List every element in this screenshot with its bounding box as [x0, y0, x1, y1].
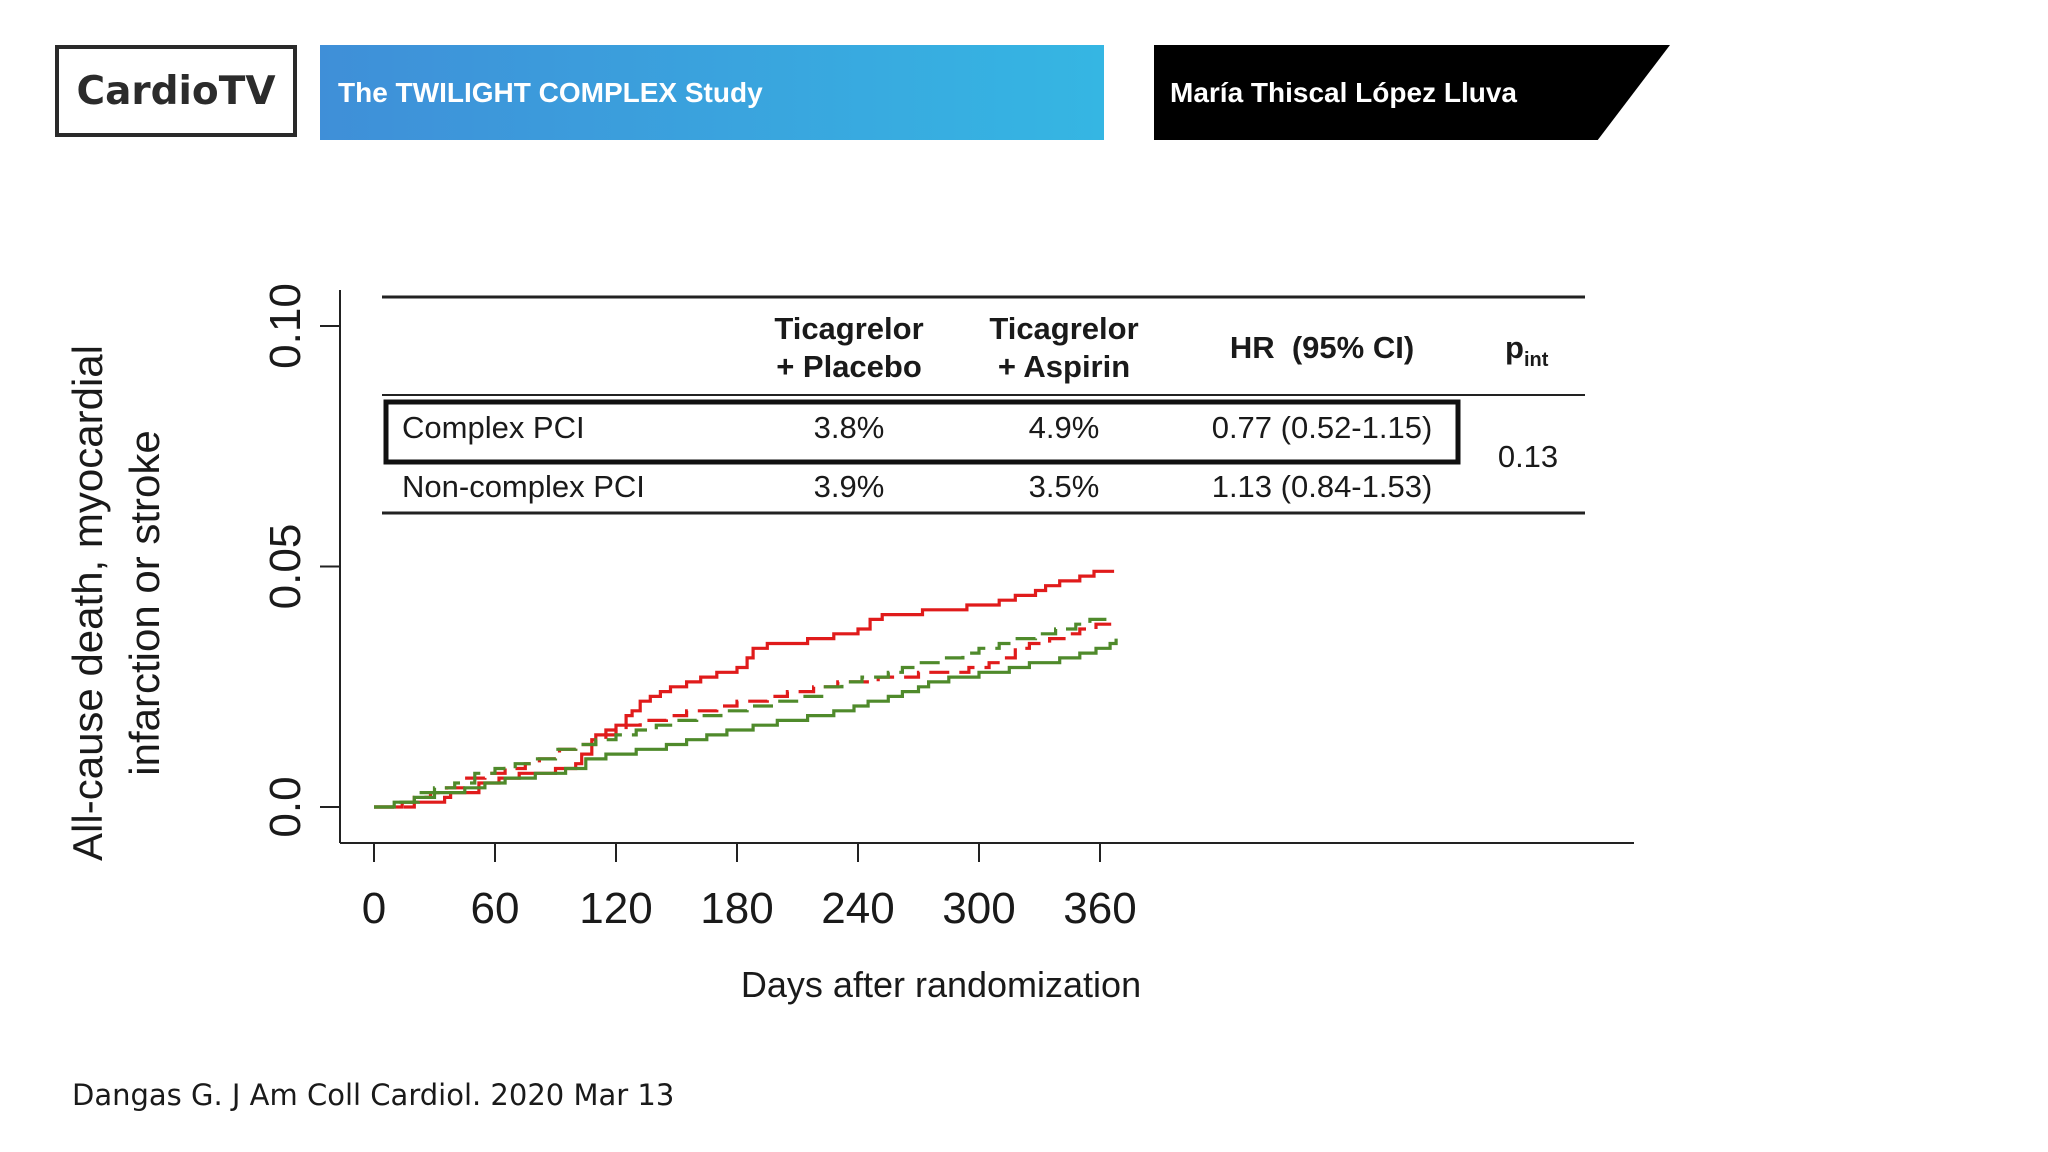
row-complex-placebo: 3.8% [814, 410, 885, 445]
brand-name: CardioTV [76, 68, 276, 114]
presenter-name: María Thiscal López Lluva [1170, 76, 1517, 108]
row-noncomplex-placebo: 3.9% [814, 469, 885, 504]
y-tick-label: 0.0 [261, 776, 310, 837]
complex-pci-highlight-box [383, 399, 1461, 465]
study-title-bar: The TWILIGHT COMPLEX Study [320, 45, 1104, 140]
x-axis-label: Days after randomization [741, 964, 1141, 1005]
row-noncomplex-hr: 1.13 (0.84-1.53) [1212, 469, 1433, 504]
presenter-banner: María Thiscal López Lluva [1154, 45, 1670, 140]
x-tick-label: 180 [700, 884, 773, 933]
col-header-p: pint [1505, 330, 1549, 371]
x-tick-label: 240 [821, 884, 894, 933]
col-header-aspirin-line1: Ticagrelor [989, 311, 1138, 346]
cardiotv-logo: CardioTV [55, 45, 297, 137]
x-tick-label: 300 [942, 884, 1015, 933]
y-tick-label: 0.10 [261, 283, 310, 369]
series-line-1 [374, 569, 1115, 809]
x-tick-label: 0 [362, 884, 386, 933]
x-tick-label: 60 [471, 884, 520, 933]
row-noncomplex-aspirin: 3.5% [1029, 469, 1100, 504]
x-tick-label: 360 [1063, 884, 1136, 933]
citation: Dangas G. J Am Coll Cardiol. 2020 Mar 13 [72, 1078, 675, 1112]
y-tick-label: 0.05 [261, 524, 310, 610]
row-complex-hr: 0.77 (0.52-1.15) [1212, 410, 1433, 445]
row-noncomplex-label: Non-complex PCI [402, 469, 645, 504]
p-interaction-value: 0.13 [1498, 439, 1558, 474]
y-axis-label-line2: infarction or stroke [121, 430, 168, 775]
series-line-2 [374, 622, 1115, 809]
col-header-placebo-line2: + Placebo [776, 349, 922, 384]
col-header-p-sub: int [1524, 349, 1549, 371]
col-header-hr: HR (95% CI) [1230, 330, 1414, 365]
results-table: Ticagrelor + Placebo Ticagrelor + Aspiri… [382, 295, 1585, 515]
col-header-p-main: p [1505, 330, 1524, 365]
series-line-3 [374, 638, 1118, 809]
series-line-4 [374, 617, 1115, 809]
study-title: The TWILIGHT COMPLEX Study [338, 76, 763, 108]
row-complex-aspirin: 4.9% [1029, 410, 1100, 445]
row-complex-label: Complex PCI [402, 410, 585, 445]
col-header-aspirin-line2: + Aspirin [998, 349, 1130, 384]
col-header-placebo-line1: Ticagrelor [774, 311, 923, 346]
y-axis-label-line1: All-cause death, myocardial [64, 345, 111, 861]
x-tick-label: 120 [579, 884, 652, 933]
